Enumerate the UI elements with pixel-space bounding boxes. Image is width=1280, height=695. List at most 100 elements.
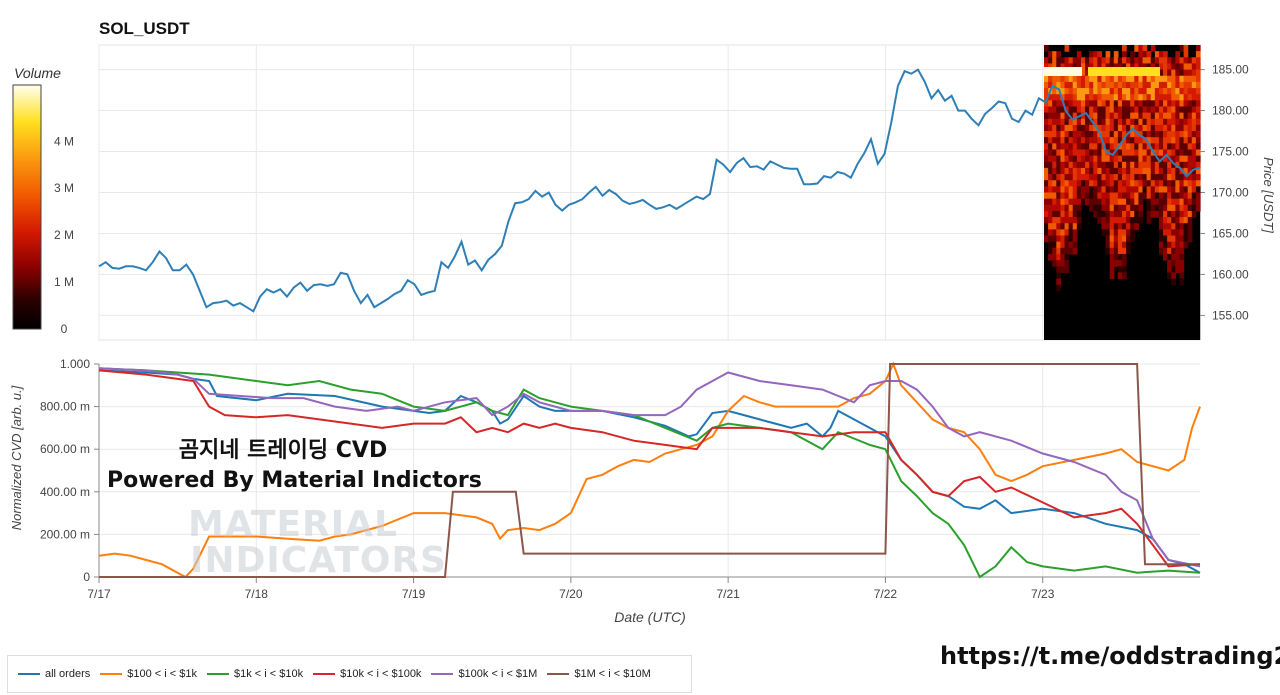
heatmap-cell bbox=[1191, 81, 1197, 89]
heatmap-cell bbox=[1052, 149, 1057, 157]
heatmap-cell bbox=[1117, 94, 1123, 101]
heatmap-cell bbox=[1158, 57, 1164, 65]
heatmap-cell bbox=[1126, 247, 1131, 255]
heatmap-cell bbox=[1052, 63, 1057, 71]
heatmap-cell bbox=[1089, 161, 1094, 169]
heatmap-cell bbox=[1191, 100, 1197, 108]
heatmap-cell bbox=[1101, 186, 1107, 194]
overlay-title: 곰지네 트레이딩 CVD bbox=[178, 438, 388, 463]
heatmap-cell bbox=[1113, 118, 1119, 126]
heatmap-cell bbox=[1167, 100, 1172, 108]
heatmap-cell bbox=[1122, 241, 1127, 249]
heatmap-cell bbox=[1142, 94, 1148, 101]
heatmap-cell bbox=[1171, 100, 1176, 108]
heatmap-cell bbox=[1130, 75, 1135, 83]
price-tick-label: 155.00 bbox=[1212, 308, 1249, 322]
heatmap-cell bbox=[1076, 81, 1082, 89]
heatmap-cell bbox=[1150, 161, 1156, 169]
heatmap-cell bbox=[1126, 229, 1131, 237]
heatmap-cell bbox=[1048, 210, 1053, 218]
heatmap-cell bbox=[1126, 63, 1131, 71]
heatmap-cell bbox=[1109, 94, 1115, 101]
heatmap-cell bbox=[1142, 100, 1148, 108]
heatmap-cell bbox=[1195, 112, 1201, 120]
heatmap-cell bbox=[1183, 180, 1189, 187]
heatmap-cell bbox=[1113, 124, 1119, 132]
legend-item[interactable]: $100k < i < $1M bbox=[431, 668, 537, 680]
cvd-x-tick-label: 7/17 bbox=[87, 587, 111, 601]
legend-item[interactable]: $100 < i < $1k bbox=[100, 668, 197, 680]
heatmap-cell bbox=[1089, 81, 1094, 89]
heatmap-cell bbox=[1130, 143, 1135, 151]
heatmap-cell bbox=[1175, 137, 1181, 144]
heatmap-cell bbox=[1105, 155, 1111, 163]
heatmap-cell bbox=[1187, 161, 1193, 169]
heatmap-cell bbox=[1138, 149, 1144, 157]
heatmap-cell bbox=[1113, 106, 1119, 114]
watermark-line-2: INDICATORS bbox=[190, 540, 448, 581]
heatmap-cell bbox=[1187, 204, 1193, 212]
heatmap-cell bbox=[1060, 260, 1066, 267]
heatmap-cell bbox=[1158, 223, 1164, 230]
heatmap-cell bbox=[1064, 45, 1070, 52]
heatmap-cell bbox=[1134, 75, 1140, 83]
heatmap-cell bbox=[1056, 143, 1062, 151]
heatmap-cell bbox=[1060, 210, 1066, 218]
heatmap-cell bbox=[1175, 223, 1181, 230]
heatmap-cell bbox=[1138, 210, 1144, 218]
heatmap-cell bbox=[1175, 75, 1181, 83]
heatmap-cell bbox=[1163, 204, 1168, 212]
heatmap-cell bbox=[1134, 112, 1140, 120]
heatmap-cell bbox=[1064, 131, 1070, 138]
heatmap-cell bbox=[1171, 143, 1176, 151]
price-axis-label: Price [USDT] bbox=[1261, 157, 1276, 233]
heatmap-cell bbox=[1101, 210, 1107, 218]
legend-swatch bbox=[18, 673, 40, 675]
heatmap-cell bbox=[1097, 186, 1103, 194]
heatmap-cell bbox=[1191, 94, 1197, 101]
heatmap-cell bbox=[1089, 186, 1094, 194]
heatmap-cell bbox=[1044, 167, 1049, 175]
heatmap-cell bbox=[1072, 180, 1078, 187]
heatmap-cell bbox=[1109, 204, 1115, 212]
legend-item[interactable]: $1k < i < $10k bbox=[206, 668, 303, 680]
heatmap-cell bbox=[1064, 210, 1070, 218]
heatmap-cell bbox=[1105, 223, 1111, 230]
heatmap-cell bbox=[1142, 143, 1148, 151]
heatmap-cell bbox=[1175, 192, 1181, 200]
heatmap-cell bbox=[1109, 229, 1115, 237]
heatmap-cell bbox=[1052, 253, 1057, 261]
heatmap-cell bbox=[1113, 81, 1119, 89]
heatmap-cell bbox=[1122, 155, 1127, 163]
heatmap-cell bbox=[1134, 180, 1140, 187]
heatmap-cell bbox=[1048, 57, 1053, 65]
heatmap-cell bbox=[1187, 167, 1193, 175]
heatmap-cell bbox=[1085, 124, 1090, 132]
heatmap-cell bbox=[1105, 192, 1111, 200]
heatmap-cell bbox=[1171, 174, 1176, 181]
heatmap-cell bbox=[1064, 253, 1070, 261]
heatmap-cell bbox=[1130, 81, 1135, 89]
heatmap-cell bbox=[1113, 51, 1119, 58]
heatmap-cell bbox=[1167, 210, 1172, 218]
cvd-y-tick-label: 600.00 m bbox=[40, 442, 90, 456]
heatmap-cell bbox=[1167, 217, 1172, 224]
legend-item[interactable]: $1M < i < $10M bbox=[547, 668, 651, 680]
heatmap-cell bbox=[1163, 229, 1168, 237]
legend-item[interactable]: $10k < i < $100k bbox=[313, 668, 421, 680]
heatmap-cell bbox=[1072, 241, 1078, 249]
heatmap-cell bbox=[1105, 81, 1111, 89]
heatmap-cell bbox=[1122, 217, 1127, 224]
heatmap-cell bbox=[1175, 167, 1181, 175]
heatmap-cell bbox=[1117, 167, 1123, 175]
heatmap-cell bbox=[1048, 81, 1053, 89]
heatmap-cell bbox=[1130, 137, 1135, 144]
cvd-series-line bbox=[98, 361, 1201, 579]
telegram-link[interactable]: https://t.me/oddstrading2 bbox=[940, 642, 1280, 670]
heatmap-cell bbox=[1056, 149, 1062, 157]
heatmap-cell bbox=[1105, 210, 1111, 218]
legend-item[interactable]: all orders bbox=[18, 668, 90, 680]
heatmap-cell bbox=[1158, 100, 1164, 108]
heatmap-cell bbox=[1158, 235, 1164, 243]
heatmap-cell bbox=[1085, 131, 1090, 138]
